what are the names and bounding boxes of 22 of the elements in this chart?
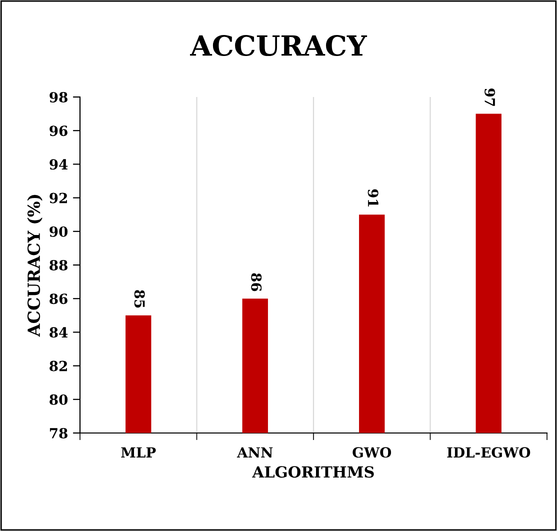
data-label: 86 [251, 273, 262, 292]
x-axis-title: ALGORITHMS [252, 466, 374, 478]
x-tick-label: ANN [236, 447, 273, 458]
x-tick-label: GWO [352, 447, 392, 458]
y-axis-title: ACCURACY (%) [27, 194, 42, 337]
x-tick-label: MLP [121, 447, 156, 458]
y-tick-label: 92 [50, 192, 67, 204]
y-tick-label: 78 [50, 428, 68, 438]
y-tick-label: 86 [50, 294, 68, 304]
y-tick-label: 94 [50, 159, 68, 170]
data-label: 97 [484, 88, 496, 106]
y-tick-label: 90 [50, 226, 68, 237]
y-tick-label: 80 [50, 394, 68, 405]
data-label: 85 [134, 290, 145, 308]
y-tick-label: 84 [50, 327, 68, 338]
y-tick-label: 96 [50, 126, 68, 136]
y-tick-label: 82 [50, 360, 67, 372]
data-label: 91 [368, 189, 378, 206]
chart-title: ACCURACY [190, 35, 368, 56]
x-tick-label: IDL-EGWO [447, 447, 530, 458]
y-tick-label: 98 [50, 92, 68, 102]
y-tick-label: 88 [50, 260, 68, 270]
